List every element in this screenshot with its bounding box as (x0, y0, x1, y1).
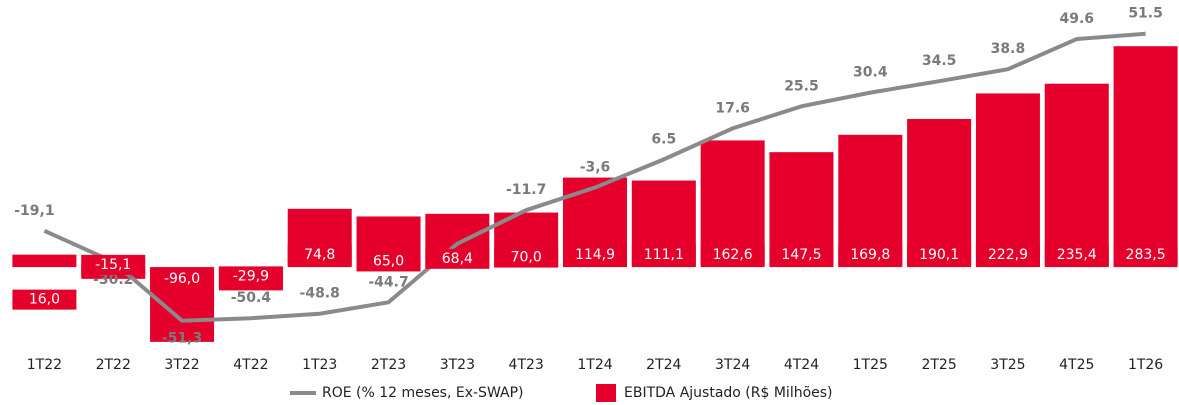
x-tick-label: 4T24 (784, 357, 819, 373)
x-tick-label: 1T23 (302, 357, 337, 373)
data-label-box (700, 245, 765, 266)
data-label: 68,4 (442, 251, 473, 267)
data-label: 114,9 (575, 247, 615, 263)
x-tick-label: 3T25 (990, 357, 1025, 373)
data-label: -30.2 (93, 272, 133, 288)
data-label: 74,8 (304, 247, 335, 263)
x-tick-label: 2T22 (96, 357, 131, 373)
data-label: 38.8 (991, 41, 1026, 57)
data-label: -48.8 (300, 286, 340, 302)
data-label-box (1044, 245, 1109, 266)
data-label: 65,0 (373, 253, 404, 269)
data-label: -44.7 (368, 274, 408, 290)
data-label-box (287, 245, 352, 266)
x-tick-label: 2T23 (371, 357, 406, 373)
data-label: 70,0 (511, 250, 542, 266)
bar (1044, 83, 1109, 268)
x-tick-label: 1T22 (27, 357, 62, 373)
data-label-box (907, 245, 972, 266)
data-label-box (838, 245, 903, 266)
data-label: 169,8 (850, 247, 890, 263)
data-label: 111,1 (644, 247, 684, 263)
data-label: 34.5 (922, 53, 957, 69)
data-label-box (425, 248, 490, 269)
data-label: 235,4 (1057, 247, 1097, 263)
data-label: -11.7 (506, 182, 546, 198)
x-tick-label: 2T24 (646, 357, 681, 373)
data-label: -50.4 (231, 290, 272, 306)
data-label-box (356, 251, 421, 272)
data-label: 49.6 (1059, 11, 1094, 27)
x-tick-label: 1T26 (1128, 357, 1163, 373)
data-label: 147,5 (781, 247, 821, 263)
data-label: 222,9 (988, 247, 1028, 263)
legend-swatch (596, 384, 616, 402)
bar (1113, 46, 1178, 268)
data-label: -3,6 (580, 160, 611, 176)
data-label: 30.4 (853, 65, 888, 81)
x-tick-label: 1T25 (853, 357, 888, 373)
line (43, 31, 1146, 323)
x-tick-label: 3T22 (164, 357, 199, 373)
data-label: 6.5 (651, 131, 676, 147)
data-label-box (769, 245, 834, 266)
data-label: 162,6 (713, 247, 753, 263)
data-label-box (12, 289, 77, 310)
x-tick-label: 4T22 (233, 357, 268, 373)
data-label-box (975, 245, 1040, 266)
bar (907, 118, 972, 268)
data-label: -19,1 (14, 203, 54, 219)
legend-label: EBITDA Ajustado (R$ Milhões) (624, 385, 833, 401)
data-label: 190,1 (919, 247, 959, 263)
data-label: 17.6 (715, 100, 750, 116)
bar (12, 254, 77, 268)
data-label: -51,3 (162, 331, 202, 347)
data-label: -29,9 (233, 268, 269, 284)
x-tick-label: 3T23 (440, 357, 475, 373)
data-label: -96,0 (164, 271, 200, 287)
data-label-box (631, 245, 696, 266)
x-tick-label: 3T24 (715, 357, 750, 373)
x-tick-label: 4T25 (1059, 357, 1094, 373)
x-tick-label: 2T25 (921, 357, 956, 373)
data-label: -15,1 (95, 257, 131, 273)
data-label: 283,5 (1126, 247, 1166, 263)
data-label-box (1113, 245, 1178, 266)
x-tick-label: 4T23 (509, 357, 544, 373)
data-label: 25.5 (784, 78, 819, 94)
data-label: 51.5 (1128, 6, 1163, 22)
data-label-box (563, 245, 627, 266)
data-label-box (218, 266, 283, 287)
bar (975, 93, 1040, 268)
data-label-box (494, 247, 559, 268)
x-tick-label: 1T24 (577, 357, 612, 373)
bar (838, 134, 903, 268)
data-label: 16,0 (29, 292, 60, 308)
legend-label: ROE (% 12 meses, Ex-SWAP) (322, 385, 524, 401)
data-label-box (150, 269, 215, 290)
data-label-box (81, 254, 146, 275)
